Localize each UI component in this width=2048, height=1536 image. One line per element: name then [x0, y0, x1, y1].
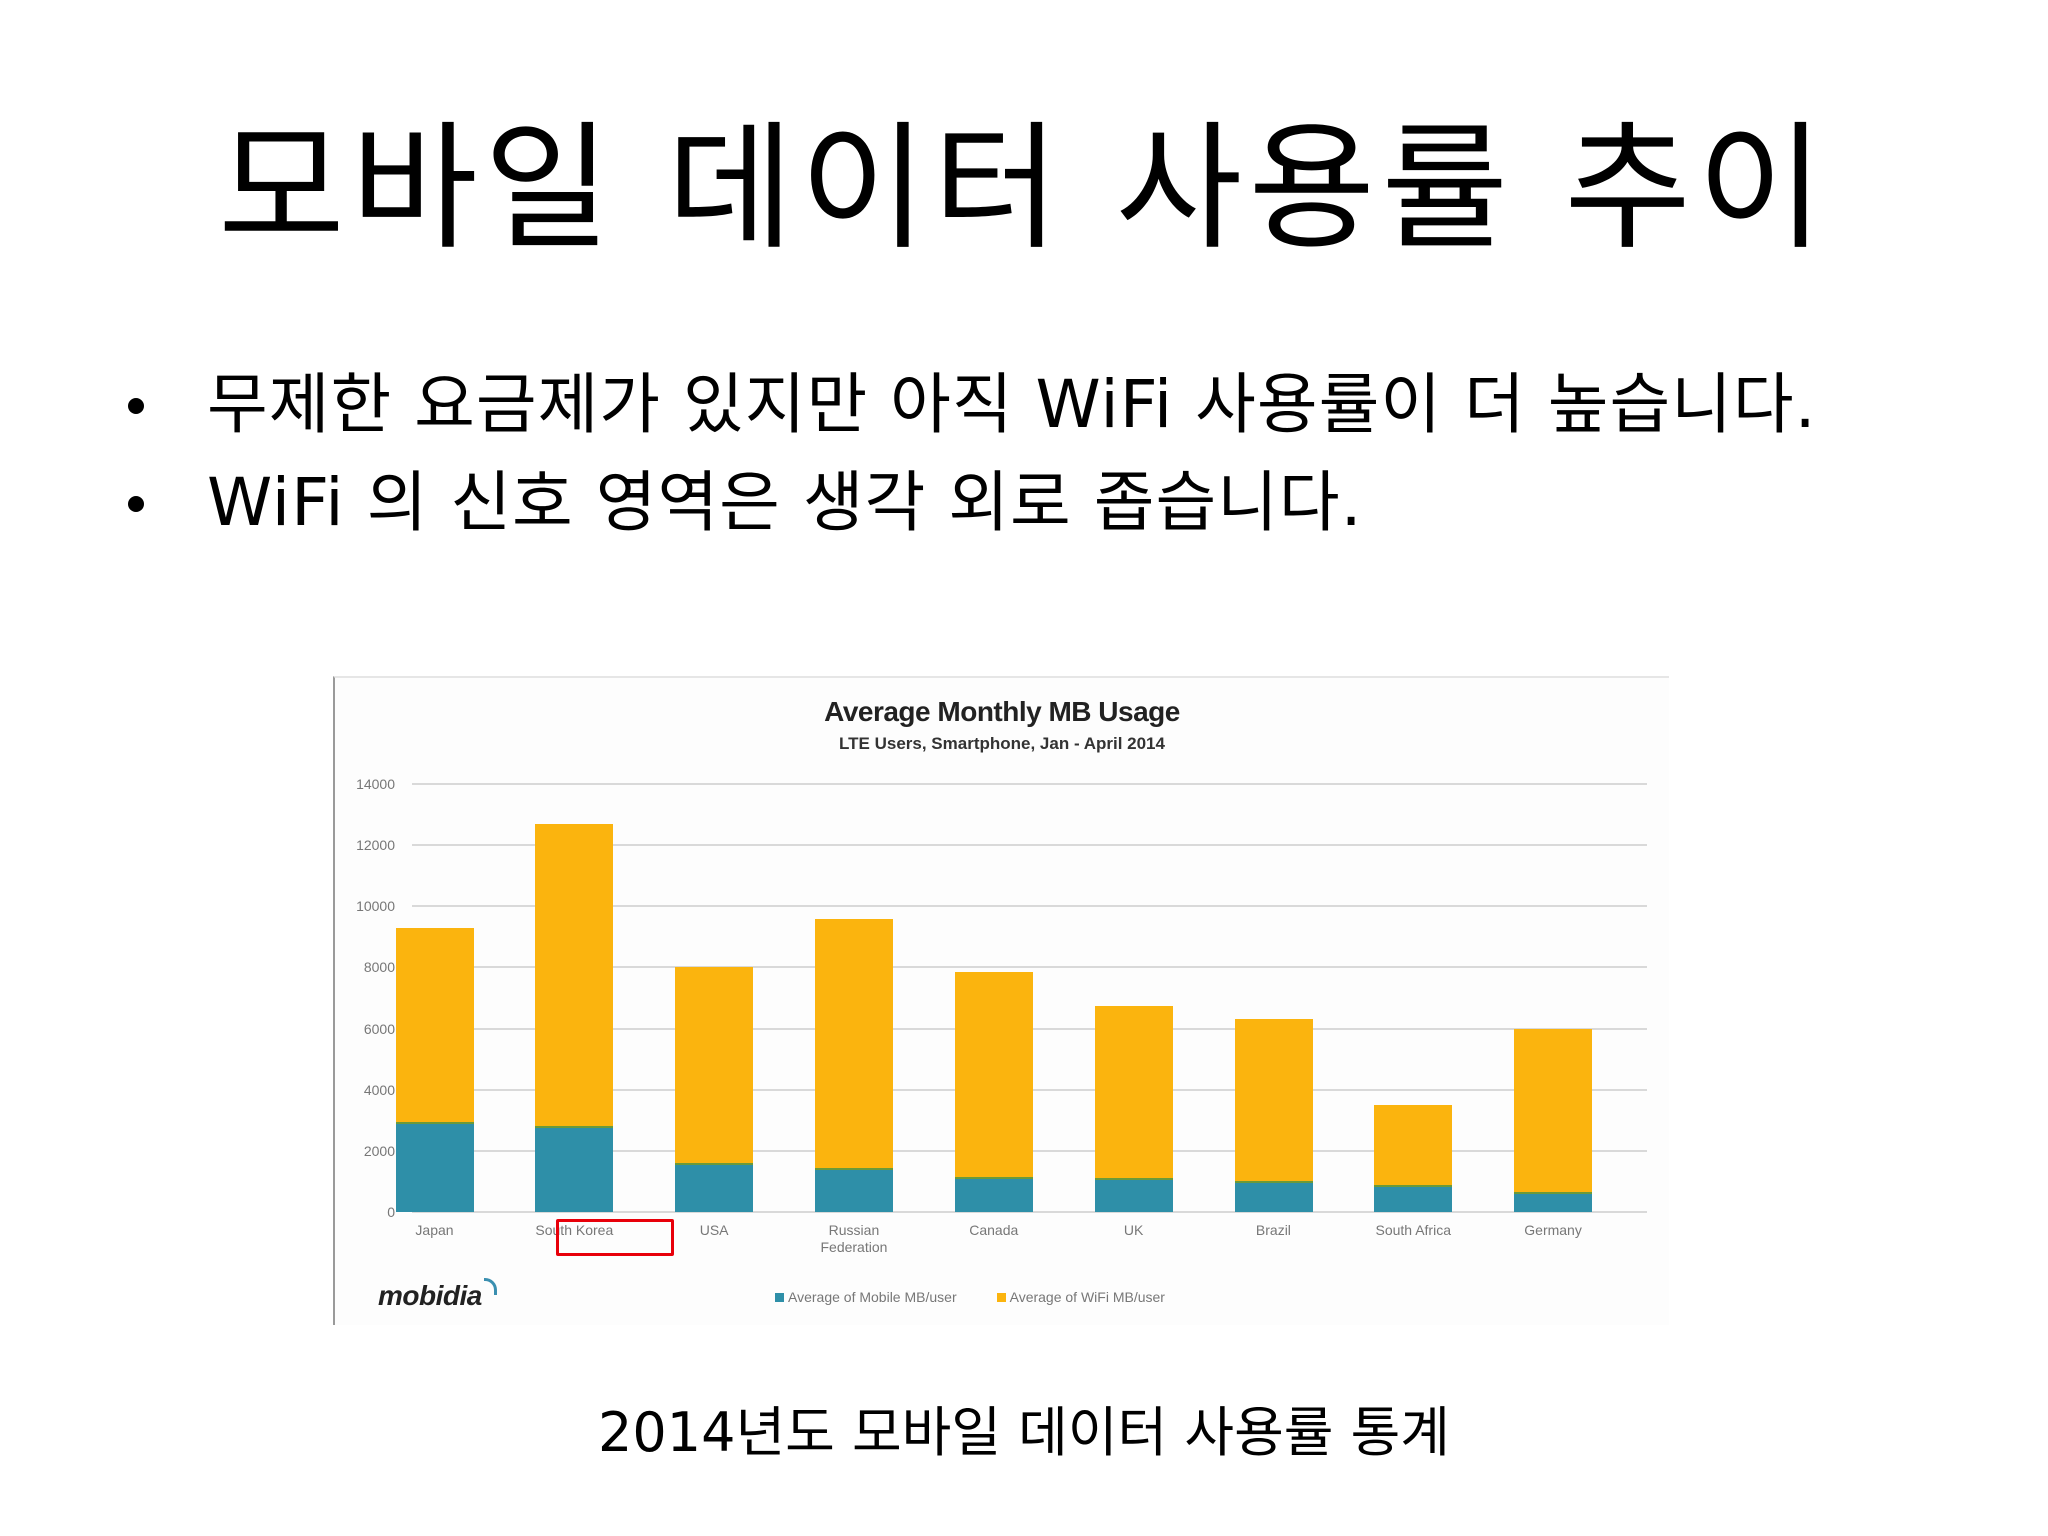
gridline	[412, 905, 1647, 908]
legend-item-wifi: Average of WiFi MB/user	[996, 1289, 1165, 1305]
y-tick-label: 2000	[363, 1142, 395, 1159]
legend-label: Average of Mobile MB/user	[788, 1289, 957, 1305]
x-tick-label: Germany	[1524, 1222, 1582, 1238]
chart-title: Average Monthly MB Usage	[824, 696, 1180, 727]
legend-label: Average of WiFi MB/user	[1009, 1289, 1165, 1305]
chart-subtitle: LTE Users, Smartphone, Jan - April 2014	[839, 734, 1165, 753]
bar-segment-mobile	[395, 1121, 474, 1212]
x-tick-label: UK	[1123, 1222, 1144, 1238]
bar-segment-wifi	[1514, 1028, 1593, 1212]
highlight-box	[556, 1219, 674, 1256]
bullet-dot-icon	[128, 496, 144, 512]
bullet-item: WiFi 의 신호 영역은 생각 외로 좁습니다.	[118, 454, 1817, 552]
y-tick-label: 6000	[363, 1020, 395, 1037]
bar-segment-mobile	[1514, 1192, 1593, 1212]
slide-title: 모바일 데이터 사용률 추이	[217, 108, 1831, 269]
bar-segment-mobile	[535, 1126, 614, 1212]
bar-segment-wifi	[1094, 1005, 1173, 1212]
figure-caption: 2014년도 모바일 데이터 사용률 통계	[598, 1401, 1450, 1464]
bar-segment-mobile	[1374, 1184, 1453, 1212]
bar-segment-wifi	[815, 918, 894, 1212]
mobidia-logo: mobidia	[378, 1278, 497, 1312]
legend-swatch-wifi	[996, 1292, 1006, 1302]
bar-usa	[675, 967, 754, 1212]
y-tick-label: 0	[387, 1204, 395, 1220]
bar-uk	[1094, 1005, 1173, 1212]
y-tick-label: 12000	[356, 837, 395, 854]
bar-segment-mobile	[1094, 1178, 1173, 1212]
bar-segment-wifi	[1234, 1019, 1313, 1212]
bar-south-korea	[535, 823, 614, 1212]
x-tick-label: USA	[699, 1222, 729, 1238]
gridline	[412, 844, 1647, 847]
bar-brazil	[1234, 1019, 1313, 1212]
bar-segment-mobile	[675, 1163, 754, 1212]
gridline	[412, 783, 1647, 785]
bullet-text: WiFi 의 신호 영역은 생각 외로 좁습니다.	[207, 464, 1363, 541]
gridline	[412, 1211, 1647, 1213]
bar-segment-wifi	[954, 972, 1033, 1212]
bar-segment-mobile	[815, 1167, 894, 1212]
x-tick-label: Brazil	[1255, 1222, 1291, 1238]
bar-south-africa	[1374, 1105, 1453, 1212]
x-tick-label: South Korea	[535, 1222, 614, 1238]
chart-image: Average Monthly MB Usage LTE Users, Smar…	[333, 676, 1669, 1325]
plot-area: 0 2000 4000 6000 8000 10000 12000 14000 Japan Sou…	[356, 776, 1647, 1255]
legend-swatch-mobile	[775, 1292, 784, 1302]
bar-russian-federation	[815, 918, 894, 1212]
bar-canada	[954, 972, 1033, 1212]
y-tick-label: 8000	[363, 959, 395, 976]
x-tick-label: South Africa	[1375, 1222, 1452, 1238]
bullet-list: 무제한 요금제가 있지만 아직 WiFi 사용률이 더 높습니다. WiFi 의…	[118, 356, 1817, 552]
bar-germany	[1514, 1028, 1593, 1212]
signal-wave-icon	[483, 1278, 497, 1295]
y-tick-label: 14000	[356, 776, 395, 792]
bar-segment-mobile	[1234, 1181, 1313, 1212]
y-tick-label: 10000	[356, 898, 395, 915]
x-tick-label: Japan	[415, 1222, 454, 1238]
legend-item-mobile: Average of Mobile MB/user	[775, 1289, 957, 1305]
gridline	[412, 966, 1647, 969]
x-tick-label: Russian Federation	[820, 1222, 888, 1255]
y-tick-label: 4000	[363, 1081, 395, 1098]
bullet-dot-icon	[128, 398, 144, 414]
chart-legend: Average of Mobile MB/user Average of WiF…	[775, 1289, 1165, 1305]
x-tick-label: Canada	[969, 1222, 1019, 1238]
bullet-text: 무제한 요금제가 있지만 아직 WiFi 사용률이 더 높습니다.	[207, 366, 1817, 443]
bar-japan	[395, 927, 474, 1212]
bar-segment-mobile	[954, 1176, 1033, 1212]
bullet-item: 무제한 요금제가 있지만 아직 WiFi 사용률이 더 높습니다.	[118, 356, 1817, 454]
